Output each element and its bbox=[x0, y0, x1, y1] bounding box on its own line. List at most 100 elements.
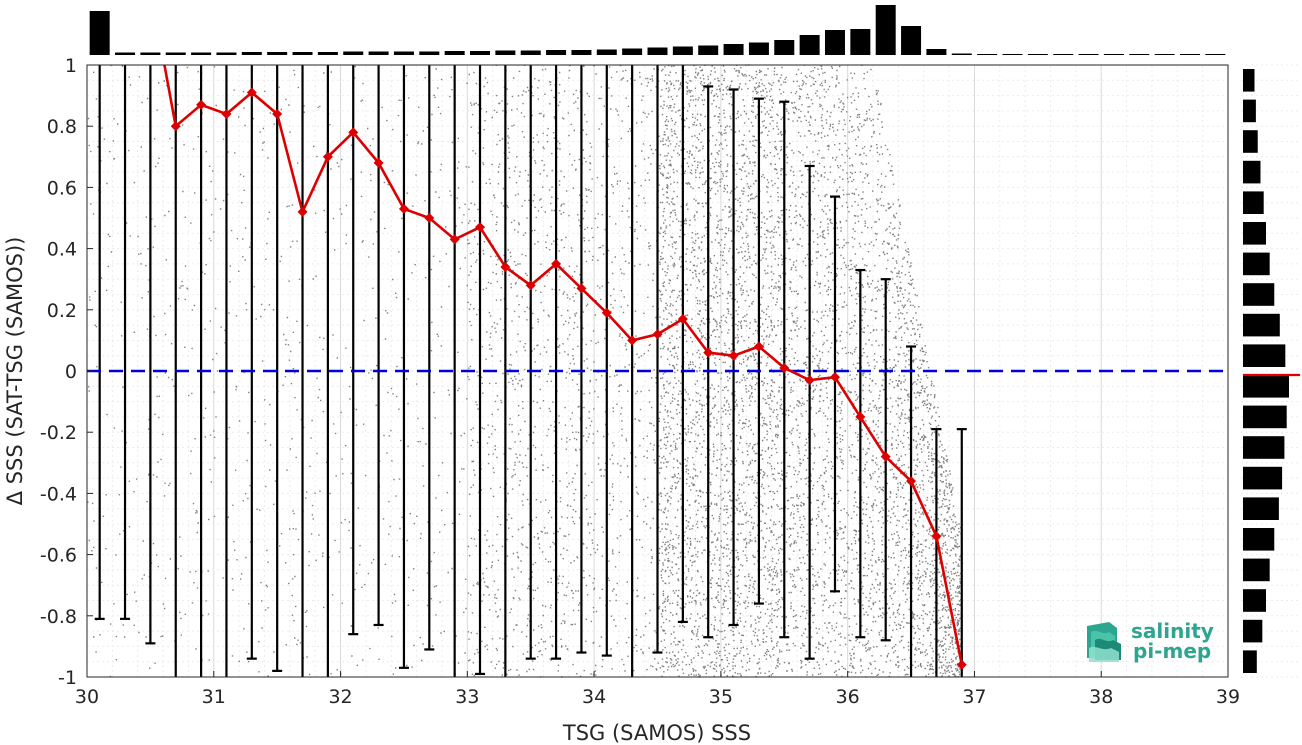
mean-point bbox=[373, 157, 384, 168]
top-histogram-bar bbox=[571, 50, 592, 55]
right-histogram-bar bbox=[1243, 283, 1275, 306]
right-histogram-bar bbox=[1243, 650, 1257, 673]
y-tick-label: 0.8 bbox=[47, 116, 77, 138]
right-histogram-bar bbox=[1243, 436, 1285, 459]
x-tick-label: 32 bbox=[328, 686, 352, 708]
top-histogram-bar bbox=[824, 30, 845, 55]
right-histogram-bar bbox=[1243, 99, 1256, 123]
mean-point bbox=[551, 258, 562, 269]
top-histogram-bar bbox=[1027, 54, 1048, 55]
mean-point bbox=[652, 329, 663, 340]
x-axis-title: TSG (SAMOS) SSS bbox=[562, 721, 751, 745]
top-histogram-bar bbox=[393, 51, 414, 55]
mean-series bbox=[163, 65, 967, 670]
top-histogram-bar bbox=[165, 52, 186, 55]
mean-point bbox=[728, 350, 739, 361]
top-histogram-bar bbox=[241, 52, 262, 55]
y-axis: 1 0.8 0.6 0.4 0.2 0 -0.2 -0.4 -0.6 -0.8 -1 bbox=[40, 55, 93, 689]
top-histogram-bar bbox=[647, 47, 668, 55]
mean-point bbox=[627, 335, 638, 346]
top-histogram-bar bbox=[977, 54, 998, 55]
top-histogram-bar bbox=[926, 49, 947, 55]
mean-point bbox=[525, 280, 536, 291]
y-tick-label: -0.8 bbox=[40, 606, 77, 628]
x-tick-label: 36 bbox=[836, 686, 860, 708]
mean-point bbox=[424, 213, 435, 223]
mean-point bbox=[855, 411, 866, 422]
mean-point bbox=[170, 121, 181, 132]
top-histogram-bar bbox=[1078, 54, 1099, 55]
right-histogram-bar bbox=[1243, 405, 1287, 429]
x-tick-label: 39 bbox=[1216, 686, 1240, 708]
y-tick-label: -0.6 bbox=[40, 545, 77, 567]
logo-line-2: pi-mep bbox=[1133, 639, 1211, 663]
main-plot: 30 31 32 33 34 35 36 37 38 39 1 0.8 0.6 0.4 0.2 0 -0.2 -… bbox=[40, 55, 1240, 708]
top-histogram-bar bbox=[520, 50, 541, 55]
wave-logo-icon bbox=[1087, 622, 1121, 662]
top-histogram-bar bbox=[1129, 54, 1150, 55]
salinity-pi-mep-logo: salinity pi-mep bbox=[1087, 619, 1214, 663]
y-tick-label: -1 bbox=[58, 667, 77, 689]
mean-point bbox=[272, 108, 283, 119]
mean-point bbox=[906, 476, 917, 487]
right-histogram-bar bbox=[1243, 466, 1283, 490]
top-histogram-bar bbox=[748, 42, 769, 55]
mean-point bbox=[221, 108, 232, 119]
logo-line-1: salinity bbox=[1131, 619, 1214, 643]
top-histogram-bar bbox=[115, 52, 136, 55]
right-histogram-bar bbox=[1243, 558, 1270, 582]
mean-point bbox=[753, 341, 764, 352]
top-histogram-bar bbox=[951, 53, 972, 55]
top-histogram-bar bbox=[1179, 54, 1200, 55]
right-histogram-bar bbox=[1243, 252, 1270, 276]
mean-point bbox=[880, 451, 891, 462]
top-histogram-bar bbox=[419, 51, 440, 55]
top-histogram-bar bbox=[875, 5, 896, 55]
x-tick-label: 37 bbox=[962, 686, 986, 708]
top-histogram-bar bbox=[216, 52, 237, 55]
mean-point bbox=[449, 234, 460, 245]
right-histogram-bar bbox=[1243, 160, 1261, 184]
y-tick-label: 0.4 bbox=[47, 239, 77, 261]
top-histogram bbox=[89, 5, 1226, 55]
mean-point bbox=[246, 87, 257, 98]
top-histogram-bar bbox=[1103, 54, 1124, 55]
top-histogram-bar bbox=[596, 49, 617, 55]
x-axis: 30 31 32 33 34 35 36 37 38 39 bbox=[75, 671, 1240, 708]
mean-point bbox=[196, 99, 207, 110]
y-tick-label: 0.2 bbox=[47, 300, 77, 322]
y-tick-label: 1 bbox=[65, 55, 77, 77]
top-histogram-bar bbox=[1002, 54, 1023, 55]
top-histogram-bar bbox=[89, 11, 110, 55]
top-histogram-bar bbox=[444, 51, 465, 55]
top-histogram-bar bbox=[546, 50, 567, 55]
x-tick-label: 38 bbox=[1089, 686, 1113, 708]
top-histogram-bar bbox=[191, 52, 212, 55]
right-histogram-bar bbox=[1243, 191, 1264, 214]
mean-point bbox=[829, 372, 840, 383]
top-histogram-bar bbox=[799, 35, 820, 55]
y-axis-title: Δ SSS (SAT-TSG (SAMOS)) bbox=[3, 237, 27, 506]
mean-point bbox=[348, 127, 359, 138]
top-histogram-bar bbox=[343, 51, 364, 55]
top-histogram-bar bbox=[317, 52, 338, 55]
top-histogram-bar bbox=[267, 52, 288, 55]
right-histogram-bar bbox=[1243, 69, 1255, 92]
top-histogram-bar bbox=[698, 45, 719, 55]
top-histogram-bar bbox=[1154, 54, 1175, 55]
x-tick-label: 31 bbox=[202, 686, 226, 708]
top-histogram-bar bbox=[292, 52, 313, 55]
top-histogram-bar bbox=[901, 26, 922, 55]
y-tick-label: -0.2 bbox=[40, 422, 77, 444]
top-histogram-bar bbox=[470, 51, 491, 55]
mean-point bbox=[931, 531, 942, 542]
mean-point bbox=[956, 659, 967, 670]
mean-point bbox=[576, 283, 587, 294]
right-histogram bbox=[1241, 64, 1300, 678]
top-histogram-bar bbox=[368, 51, 389, 55]
x-tick-label: 33 bbox=[455, 686, 479, 708]
top-histogram-bar bbox=[622, 48, 643, 55]
top-histogram-bar bbox=[850, 29, 871, 55]
mean-point bbox=[601, 307, 612, 318]
